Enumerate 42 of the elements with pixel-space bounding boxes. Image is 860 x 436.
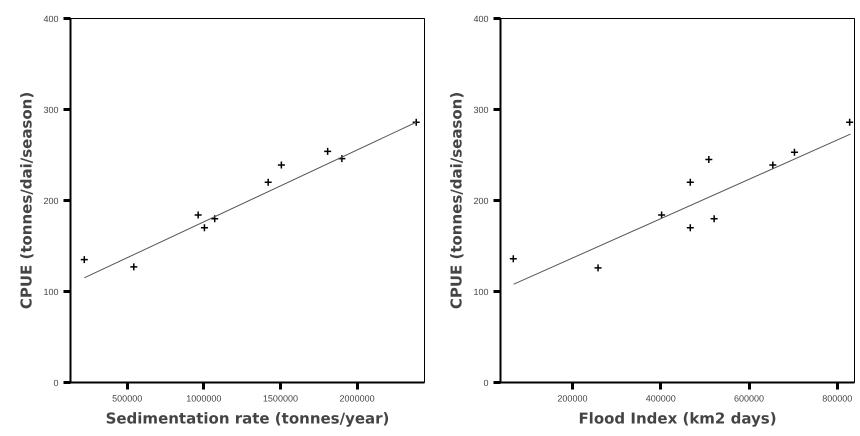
point [845,118,854,126]
point [412,118,420,126]
point [194,210,202,220]
y-tick-label: 0 [53,378,59,388]
point [200,224,209,232]
x-tick-label: 400000 [646,394,676,404]
y-tick-label: 400 [473,14,489,24]
point [710,214,718,223]
point [80,255,89,264]
y-tick-label: 100 [473,287,489,297]
point [790,148,799,157]
point [768,160,778,170]
point [277,160,286,170]
x-tick-label: 800000 [822,394,852,404]
point [686,224,695,232]
point [686,178,695,187]
point [704,155,714,164]
y-tick-label: 200 [43,196,59,206]
y-tick-label: 0 [483,378,489,388]
y-axis-title: CPUE (tonnes/dai/season) [17,92,36,310]
x-axis-title: Flood Index (km2 days) [578,410,777,428]
y-tick-label: 100 [43,287,59,297]
point [509,254,518,263]
point [657,210,666,220]
y-tick-label: 300 [43,105,59,115]
x-tick-label: 500000 [112,394,142,404]
point [130,262,138,272]
x-tick-label: 600000 [734,394,764,404]
y-tick-label: 200 [473,196,489,206]
point [338,154,346,163]
x-tick-label: 200000 [557,394,588,404]
point [594,264,602,272]
y-tick-label: 300 [473,105,489,115]
y-tick-label: 400 [43,14,59,24]
x-axis-title: Sedimentation rate (tonnes/year) [106,410,390,428]
point [323,147,332,156]
y-axis-title: CPUE (tonnes/dai/season) [447,92,466,310]
point [210,214,219,223]
x-tick-label: 2000000 [340,394,375,404]
x-tick-label: 1000000 [186,394,222,404]
point [264,178,272,187]
x-tick-label: 1500000 [262,394,298,404]
